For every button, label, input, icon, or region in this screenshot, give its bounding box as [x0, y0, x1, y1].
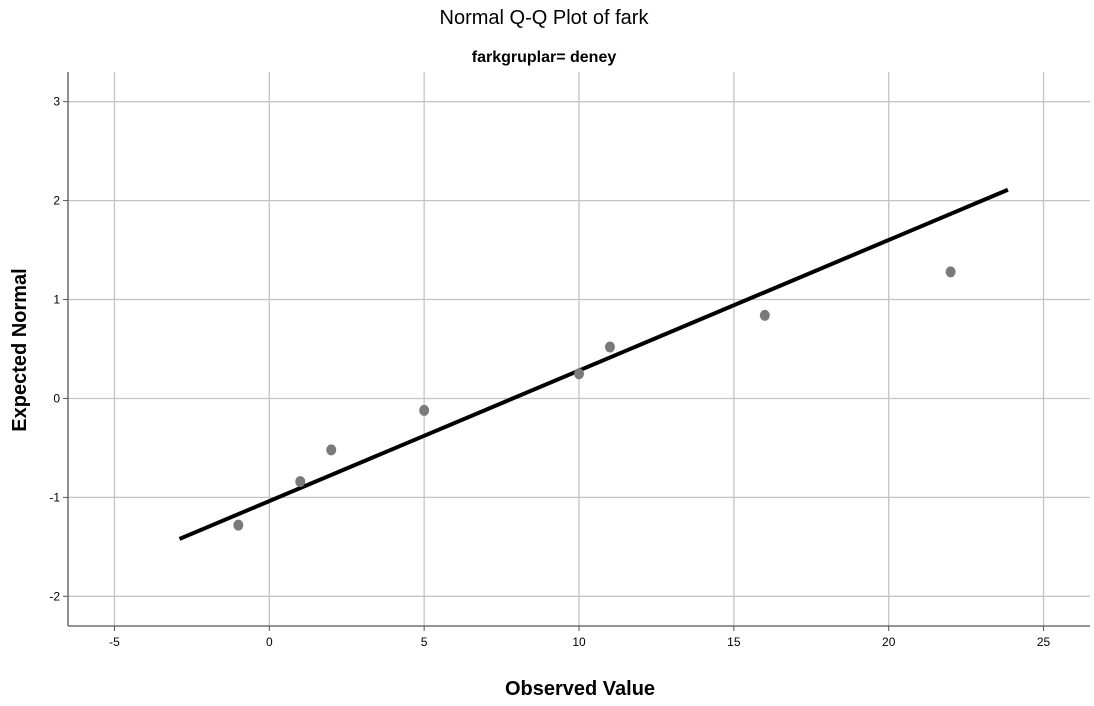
data-point [946, 266, 956, 277]
x-tick-label: 20 [882, 635, 896, 649]
y-tick-label: 3 [53, 95, 60, 109]
chart-subtitle: farkgruplar= deney [472, 49, 617, 66]
y-tick-label: 0 [53, 391, 60, 405]
data-point [419, 405, 429, 416]
x-tick-label: 15 [727, 635, 741, 649]
x-tick-labels: -5 0 5 10 15 20 25 [109, 626, 1050, 649]
data-point [295, 476, 305, 487]
y-tick-labels: -2 -1 0 1 2 3 [49, 95, 68, 604]
x-tick-label: 10 [572, 635, 586, 649]
reference-line-group [179, 190, 1007, 539]
x-axis-label: Observed Value [505, 678, 655, 700]
chart-title: Normal Q-Q Plot of fark [440, 7, 650, 29]
data-point [326, 444, 336, 455]
x-tick-label: 25 [1037, 635, 1051, 649]
reference-line [179, 190, 1007, 539]
y-tick-label: 1 [53, 293, 60, 307]
data-point [574, 368, 584, 379]
y-tick-label: -2 [49, 589, 60, 603]
data-point [233, 520, 243, 531]
x-tick-label: 5 [421, 635, 428, 649]
data-point [605, 342, 615, 353]
grid-lines [68, 72, 1090, 626]
y-tick-label: -1 [49, 490, 60, 504]
y-axis-label: Expected Normal [9, 268, 31, 431]
x-tick-label: -5 [109, 635, 120, 649]
y-tick-label: 2 [53, 194, 60, 208]
x-tick-label: 0 [266, 635, 273, 649]
data-point [760, 310, 770, 321]
